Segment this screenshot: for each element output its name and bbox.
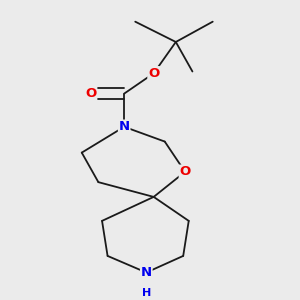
Text: O: O	[85, 87, 97, 100]
Text: H: H	[142, 288, 151, 298]
Text: O: O	[179, 165, 191, 178]
Text: N: N	[141, 266, 152, 279]
Text: N: N	[118, 120, 130, 133]
Text: O: O	[148, 67, 159, 80]
